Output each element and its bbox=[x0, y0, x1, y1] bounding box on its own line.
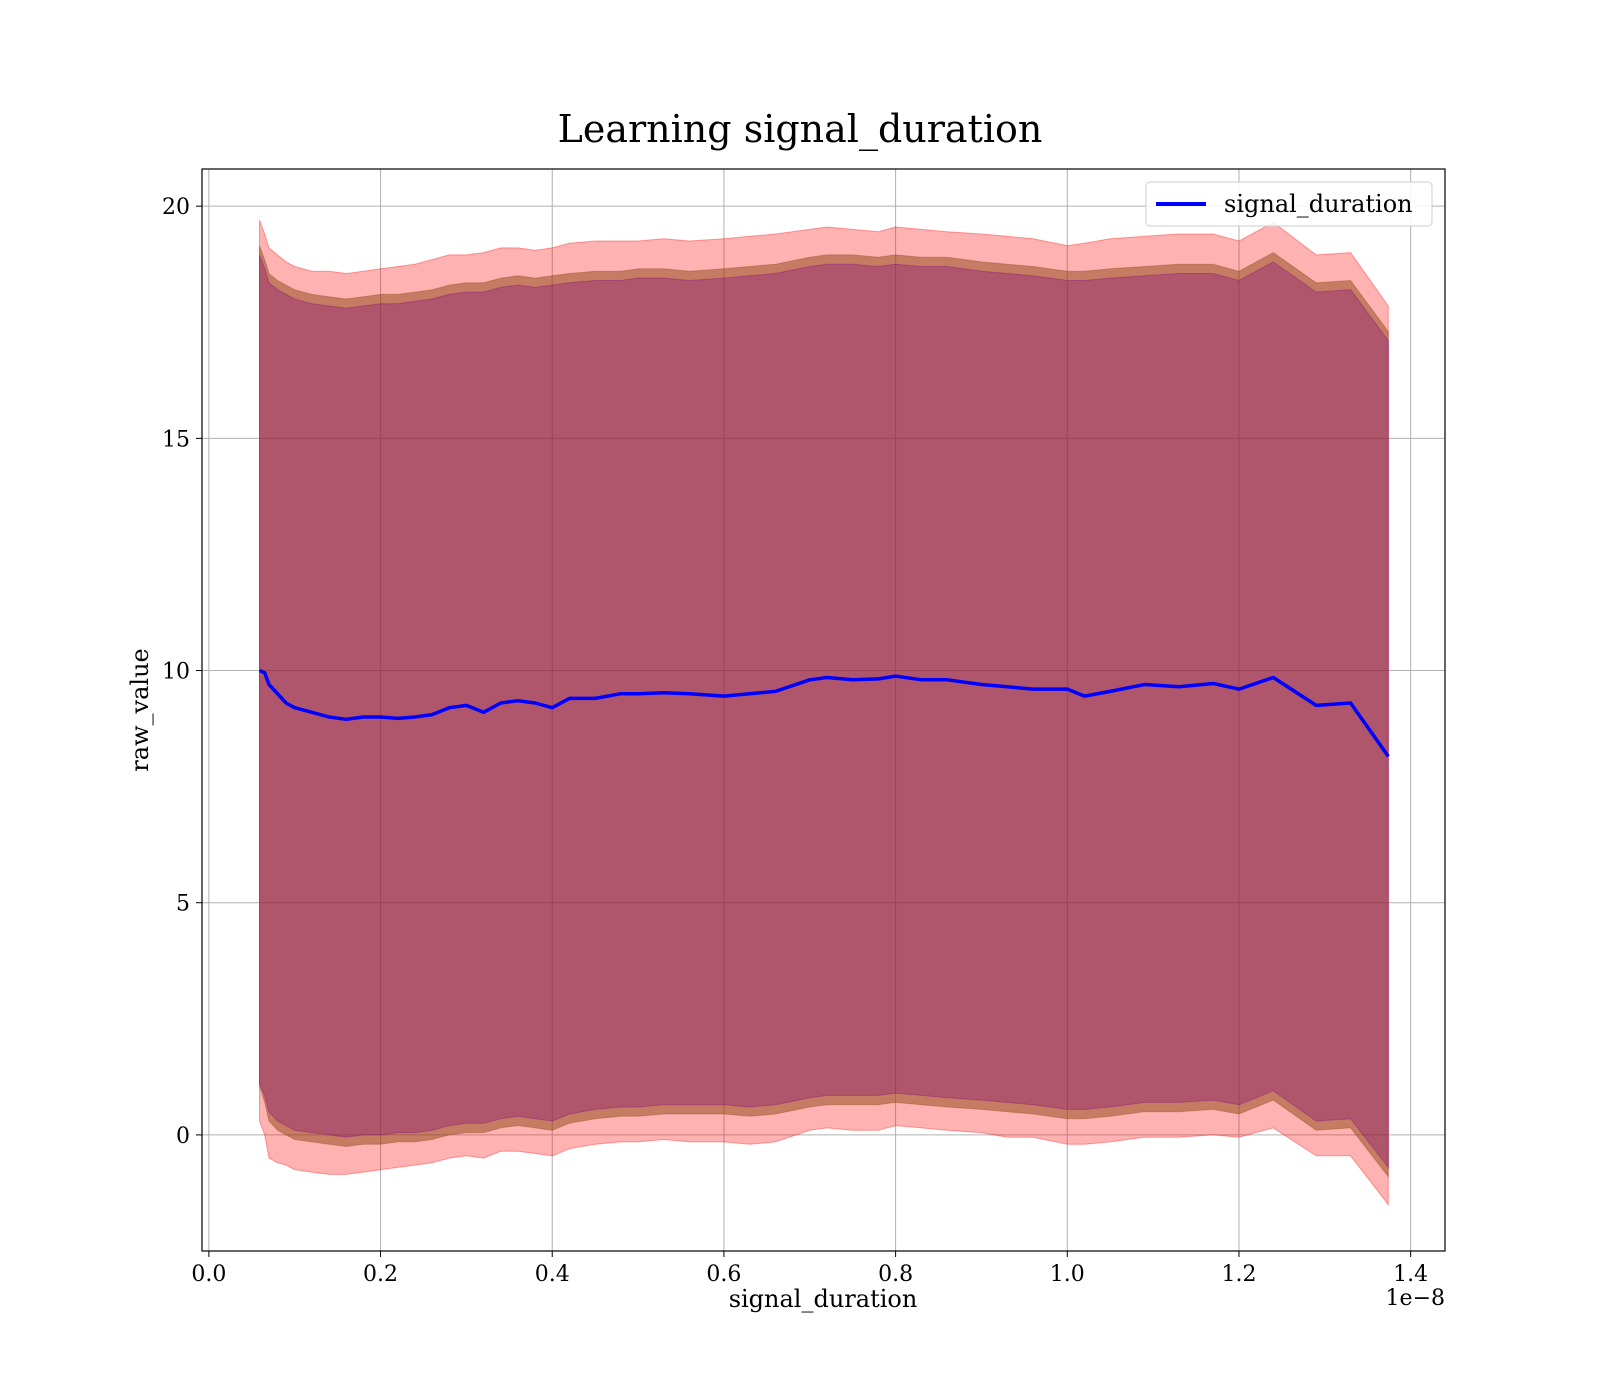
x-axis-offset-label: 1e−8 bbox=[1386, 1286, 1445, 1311]
x-tick-label: 1.2 bbox=[1221, 1262, 1256, 1287]
x-tick-label: 0.6 bbox=[706, 1262, 741, 1287]
confidence-band-3 bbox=[259, 254, 1389, 1169]
chart-title: Learning signal_duration bbox=[558, 107, 1043, 152]
y-tick-label: 5 bbox=[176, 892, 190, 917]
x-axis-label: signal_duration bbox=[729, 1285, 918, 1313]
y-axis-ticks: 0 5 10 15 20 bbox=[162, 195, 202, 1149]
y-axis-label: raw_value bbox=[126, 648, 154, 772]
plot-frame bbox=[201, 168, 1446, 1252]
x-tick-label: 0.4 bbox=[535, 1262, 570, 1287]
y-tick-label: 10 bbox=[162, 660, 190, 685]
legend: signal_duration bbox=[1145, 181, 1433, 227]
y-tick-label: 20 bbox=[162, 195, 190, 220]
confidence-bands bbox=[259, 219, 1389, 1207]
x-tick-label: 1.0 bbox=[1050, 1262, 1085, 1287]
series-line-signal-duration bbox=[258, 668, 1390, 758]
x-tick-label: 0.0 bbox=[191, 1262, 226, 1287]
x-tick-label: 0.8 bbox=[878, 1262, 913, 1287]
legend-box bbox=[1145, 181, 1433, 227]
y-tick-label: 15 bbox=[162, 427, 190, 452]
x-tick-label: 1.4 bbox=[1393, 1262, 1428, 1287]
x-tick-label: 0.2 bbox=[363, 1262, 398, 1287]
legend-label-signal-duration: signal_duration bbox=[1224, 190, 1413, 218]
confidence-band-2 bbox=[259, 245, 1389, 1179]
series-lines bbox=[258, 668, 1390, 758]
x-axis-ticks: 0.0 0.2 0.4 0.6 0.8 1.0 1.2 1.4 bbox=[191, 1251, 1428, 1287]
y-tick-label: 0 bbox=[176, 1124, 190, 1149]
